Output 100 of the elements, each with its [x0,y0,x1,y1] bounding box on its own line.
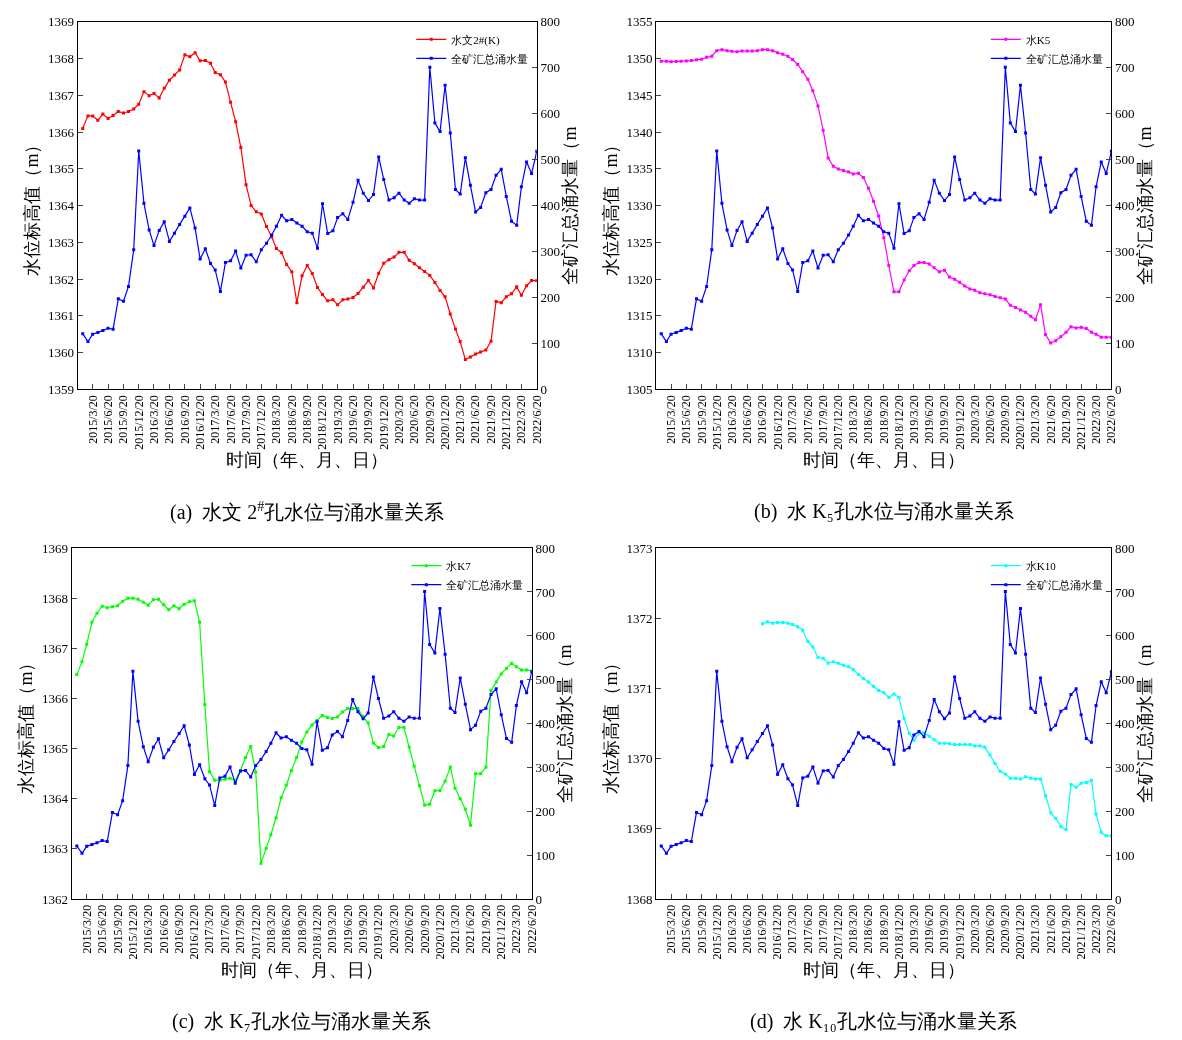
y-tick-label: 1367 [41,640,69,656]
y2-tick-label: 400 [540,198,560,214]
y-tick-label: 1368 [41,590,68,606]
y2-tick-label: 200 [535,803,555,819]
x-tick-label: 2017/6/20 [217,904,232,954]
x-tick-label: 2017/6/20 [223,395,238,444]
x-tick-label: 2021/9/20 [1058,395,1073,444]
x-tick-label: 2016/12/20 [193,395,208,450]
x-tick-label: 2019/3/20 [330,395,345,444]
legend-label: 水文2#(K) [451,33,500,47]
x-tick-label: 2020/12/20 [1013,395,1028,450]
x-tick-label: 2016/6/20 [740,904,755,954]
x-tick-label: 2015/9/20 [694,395,709,444]
y-tick-label: 1355 [626,14,653,30]
y-tick-label: 1366 [41,691,69,706]
y2-tick-label: 200 [540,290,560,306]
y2-tick-label: 800 [535,540,555,556]
x-tick-label: 2018/12/20 [315,395,330,450]
x-tick-label: 2015/9/20 [116,395,131,444]
y2-tick-label: 100 [1114,847,1135,863]
x-tick-label: 2017/6/20 [800,904,815,954]
y-axis-title: 水位标高值（m） [600,135,621,276]
y-tick-label: 1367 [47,87,75,103]
y-tick-label: 1362 [41,891,68,907]
x-tick-label: 2019/6/20 [922,904,937,954]
y2-tick-label: 700 [1114,584,1135,600]
x-tick-label: 2020/3/20 [967,904,982,954]
x-tick-label: 2015/3/20 [663,395,678,444]
x-tick-label: 2019/6/20 [340,904,355,954]
y-axis-title: 水位标高值（m） [600,653,621,794]
x-tick-label: 2021/9/20 [1058,904,1073,954]
legend-label: 水K10 [1025,559,1057,572]
y2-tick-label: 100 [540,336,560,351]
x-tick-label: 2020/6/20 [982,395,997,444]
x-tick-label: 2022/3/20 [1088,904,1103,954]
x-tick-label: 2019/9/20 [356,904,371,954]
y-tick-label: 1345 [626,87,653,103]
x-tick-label: 2020/3/20 [967,395,982,444]
y-tick-label: 1369 [41,540,68,556]
x-tick-label: 2022/6/20 [1104,904,1119,954]
x-tick-label: 2021/12/20 [494,904,509,960]
x-tick-label: 2016/6/20 [162,395,177,444]
x-tick-label: 2018/6/20 [861,904,876,954]
x-tick-label: 2018/3/20 [846,904,861,954]
x-tick-label: 2016/9/20 [755,904,770,954]
legend-label: 全矿汇总涌水量 [1025,578,1103,591]
y-tick-label: 1370 [626,751,653,767]
x-tick-label: 2015/12/20 [125,904,140,960]
x-tick-label: 2022/3/20 [1088,395,1103,444]
x-tick-label: 2018/12/20 [891,395,906,450]
y2-tick-label: 0 [540,381,547,397]
x-tick-label: 2020/12/20 [432,904,447,960]
x-tick-label: 2017/6/20 [800,395,815,444]
x-tick-label: 2018/6/20 [279,904,294,954]
x-tick-label: 2019/6/20 [345,395,360,444]
y-tick-label: 1368 [626,891,653,907]
x-tick-label: 2016/3/20 [146,395,161,444]
y-tick-label: 1361 [47,308,74,324]
x-tick-label: 2021/9/20 [483,395,498,444]
x-tick-label: 2021/12/20 [1074,395,1089,450]
x-tick-label: 2018/12/20 [309,904,324,960]
y2-tick-label: 400 [1114,198,1135,214]
x-tick-label: 2021/6/20 [463,904,478,954]
x-tick-label: 2021/3/20 [1028,395,1043,444]
y2-tick-label: 700 [1114,60,1135,76]
x-tick-label: 2021/6/20 [468,395,483,444]
x-tick-label: 2019/9/20 [361,395,376,444]
x-tick-label: 2018/9/20 [876,904,891,954]
x-tick-label: 2017/12/20 [831,904,846,960]
y2-tick-label: 800 [1114,14,1135,30]
x-tick-label: 2016/6/20 [156,904,171,954]
x-tick-label: 2015/12/20 [131,395,146,450]
x-tick-label: 2019/3/20 [325,904,340,954]
y-tick-label: 1373 [626,540,653,556]
x-tick-label: 2021/3/20 [453,395,468,444]
y2-tick-label: 500 [540,152,560,168]
y-tick-label: 1364 [41,791,69,807]
y2-tick-label: 400 [535,716,555,732]
y2-axis-title: 全矿汇总涌水量（m [1134,644,1155,803]
x-tick-label: 2019/6/20 [922,395,937,444]
x-tick-label: 2018/3/20 [263,904,278,954]
x-tick-label: 2017/3/20 [208,395,223,444]
text: (b) 水 K₅孔水位与涌水量关系 [754,500,1014,523]
y2-tick-label: 600 [1114,106,1135,122]
y2-tick-label: 0 [1114,381,1122,397]
x-tick-label: 2017/12/20 [831,395,846,450]
x-tick-label: 2019/12/20 [952,904,967,960]
x-tick-label: 2018/9/20 [876,395,891,444]
x-tick-label: 2015/9/20 [694,904,709,954]
y2-tick-label: 0 [1114,891,1122,907]
x-tick-label: 2019/9/20 [937,395,952,444]
y2-tick-label: 100 [535,847,555,863]
y2-tick-label: 200 [1114,290,1135,306]
y2-tick-label: 200 [1114,803,1135,819]
x-axis-title: 时间（年、月、日） [220,959,383,980]
x-tick-label: 2018/3/20 [846,395,861,444]
y-tick-label: 1335 [626,161,653,177]
x-tick-label: 2020/6/20 [407,395,422,444]
x-tick-label: 2015/3/20 [663,904,678,954]
x-tick-label: 2020/3/20 [386,904,401,954]
